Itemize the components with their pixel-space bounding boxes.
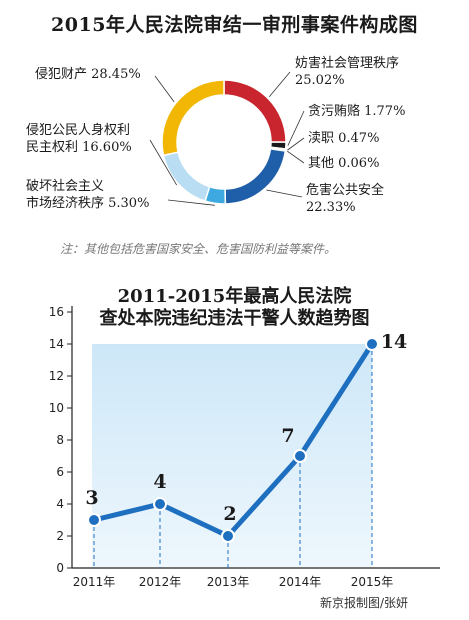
y-tick-label: 14 — [49, 337, 64, 351]
y-tick-label: 10 — [49, 401, 64, 415]
pie-slice-7 — [161, 79, 225, 157]
label-slice-3: 其他 0.06% — [308, 156, 380, 171]
x-tick-label: 2012年 — [139, 575, 182, 589]
data-point-1 — [153, 497, 167, 511]
y-tick-label: 12 — [49, 369, 64, 383]
pie-chart — [149, 71, 305, 206]
leader-line-4 — [266, 189, 303, 198]
y-tick-label: 0 — [56, 561, 64, 575]
y-tick-label: 6 — [56, 465, 64, 479]
x-tick-label: 2013年 — [207, 575, 250, 589]
data-point-4 — [365, 337, 379, 351]
data-label-3: 7 — [281, 425, 294, 447]
data-label-1: 4 — [153, 471, 166, 493]
data-point-2 — [221, 529, 235, 543]
x-tick-label: 2015年 — [351, 575, 394, 589]
data-label-2: 2 — [223, 503, 236, 525]
data-label-4: 14 — [381, 331, 407, 353]
credit: 新京报制图/张妍 — [320, 596, 409, 610]
y-tick-label: 16 — [49, 305, 64, 319]
leader-line-5 — [167, 199, 215, 206]
label-slice-1: 贪污贿赂 1.77% — [308, 104, 406, 119]
label-slice-6: 侵犯公民人身权利 民主权利 16.60% — [26, 123, 132, 155]
leader-line-6 — [149, 139, 178, 186]
label-slice-7: 侵犯财产 28.45% — [35, 67, 141, 82]
data-label-0: 3 — [85, 487, 98, 509]
pie-chart-title: 2015年人民法院审结一审刑事案件构成图 — [51, 14, 418, 36]
label-slice-0: 妨害社会管理秩序 25.02% — [295, 56, 400, 88]
line-chart-title-line-1: 2011-2015年最高人民法院 — [117, 286, 352, 307]
pie-note: 注：其他包括危害国家安全、危害国防利益等案件。 — [60, 242, 337, 256]
y-tick-label: 4 — [56, 497, 64, 511]
x-tick-label: 2014年 — [279, 575, 322, 589]
label-slice-5: 破坏社会主义 市场经济秩序 5.30% — [26, 179, 150, 211]
leader-line-0 — [268, 71, 291, 98]
y-tick-label: 2 — [56, 529, 64, 543]
label-slice-2: 渎职 0.47% — [308, 131, 380, 146]
leader-line-2 — [287, 137, 305, 151]
y-tick-label: 8 — [56, 433, 64, 447]
data-point-0 — [87, 513, 101, 527]
data-point-3 — [293, 449, 307, 463]
label-slice-4: 危害公共安全 22.33% — [306, 183, 385, 215]
leader-line-3 — [287, 150, 305, 164]
line-chart-title-line-2: 查处本院违纪违法干警人数趋势图 — [99, 308, 370, 329]
leader-line-7 — [154, 75, 175, 103]
leader-line-1 — [287, 110, 305, 146]
x-tick-label: 2011年 — [73, 575, 116, 589]
